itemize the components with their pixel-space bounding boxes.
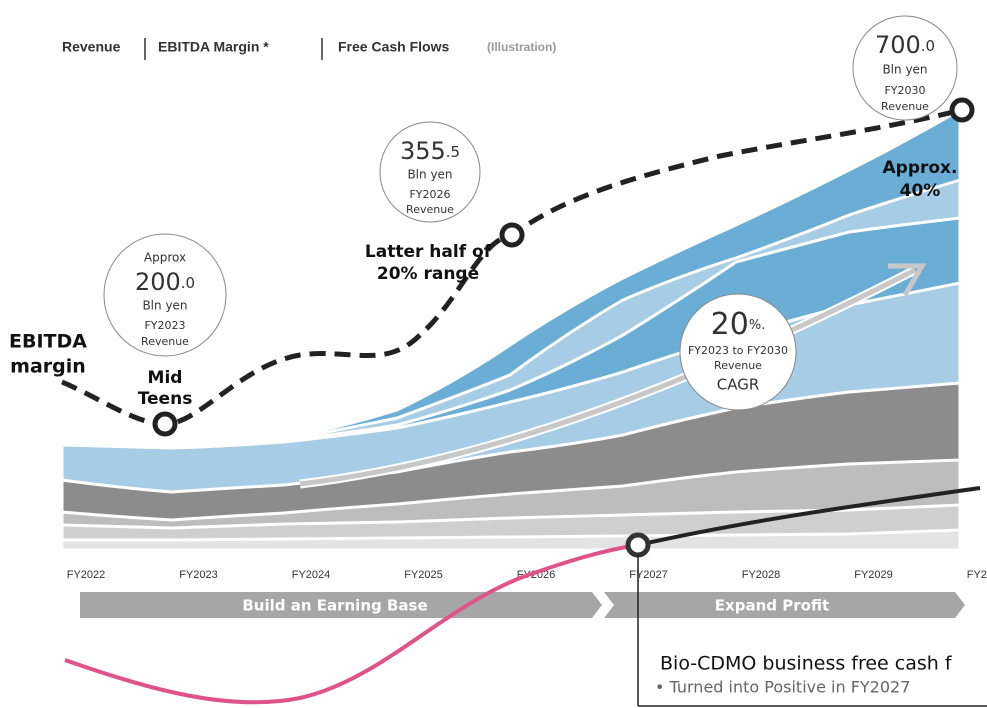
marker xyxy=(499,222,525,248)
areas xyxy=(60,107,962,552)
marker xyxy=(152,411,178,437)
callout-period: FY2026 xyxy=(409,188,450,201)
callout-period: FY2030 xyxy=(884,84,925,97)
phase-banner xyxy=(604,592,965,618)
fiscal-year-label: FY2026 xyxy=(517,569,556,581)
phase-label: Expand Profit xyxy=(715,597,829,615)
callout xyxy=(379,121,481,223)
fiscal-year-label: FY2023 xyxy=(179,569,218,581)
ebitda-line xyxy=(61,107,963,427)
cagr-arrow xyxy=(299,267,917,487)
callout-unit: Bln yen xyxy=(407,168,452,182)
label: Latter half of xyxy=(365,242,492,262)
callout-metric: Revenue xyxy=(881,100,929,113)
fiscal-years: FY2022 FY2023 FY2024 FY2025 FY2026 FY2027 FY20… xyxy=(67,569,987,581)
fiscal-year-label: FY2025 xyxy=(404,569,443,581)
marker xyxy=(949,97,975,123)
callout-value: 700.0 xyxy=(875,31,935,59)
cagr-value: 20%. xyxy=(711,307,766,342)
value: 355 xyxy=(400,137,446,165)
cagr-label: CAGR xyxy=(717,376,760,394)
fiscal-year-label: FY2028 xyxy=(742,569,781,581)
fiscal-year-label: FY2024 xyxy=(292,569,331,581)
fiscal-year-label: FY2029 xyxy=(854,569,893,581)
fiscal-year-label: FY2030 xyxy=(967,569,987,581)
callout xyxy=(852,15,958,121)
cagr-metric: Revenue xyxy=(714,359,762,372)
header-item: EBITDA Margin * xyxy=(158,39,269,55)
marker xyxy=(625,532,651,558)
callout-metric: Revenue xyxy=(141,335,189,348)
header-note: (Illustration) xyxy=(487,40,556,54)
cagr-callout xyxy=(679,293,797,411)
label: margin xyxy=(10,356,86,378)
label: 20% range xyxy=(377,264,479,284)
callout-prefix: Approx xyxy=(144,251,186,265)
callout-metric: Revenue xyxy=(406,203,454,216)
decimal: .0 xyxy=(181,274,195,292)
callout-value: 355.5 xyxy=(400,137,460,165)
fcf-title: Bio-CDMO business free cash f xyxy=(660,653,953,675)
decimal: .5 xyxy=(446,143,460,161)
label: EBITDA xyxy=(9,331,87,353)
label: Approx. xyxy=(883,158,958,178)
fiscal-year-label: FY2027 xyxy=(629,569,668,581)
label: Mid xyxy=(148,368,183,388)
fcf-negative xyxy=(64,543,639,705)
callout-unit: Bln yen xyxy=(142,299,187,313)
callout xyxy=(103,233,227,357)
unit: %. xyxy=(749,318,766,333)
decimal: .0 xyxy=(921,37,935,55)
label: 40% xyxy=(900,181,941,201)
phase-label: Build an Earning Base xyxy=(242,597,427,615)
callout-unit: Bln yen xyxy=(882,63,927,77)
phase-banner xyxy=(80,592,602,618)
fiscal-year-label: FY2022 xyxy=(67,569,106,581)
callout-value: 200.0 xyxy=(135,268,195,296)
header-item: Revenue xyxy=(62,39,121,55)
value: 20 xyxy=(711,307,749,342)
header-item: Free Cash Flows xyxy=(338,39,449,55)
value: 700 xyxy=(875,31,921,59)
cagr-range: FY2023 to FY2030 xyxy=(688,344,788,357)
fcf-positive xyxy=(637,486,981,547)
callout-period: FY2023 xyxy=(144,319,185,332)
label: Teens xyxy=(138,389,193,409)
fcf-bullet: • Turned into Positive in FY2027 xyxy=(655,678,910,697)
value: 200 xyxy=(135,268,181,296)
cagr-arrow-head xyxy=(888,263,927,297)
